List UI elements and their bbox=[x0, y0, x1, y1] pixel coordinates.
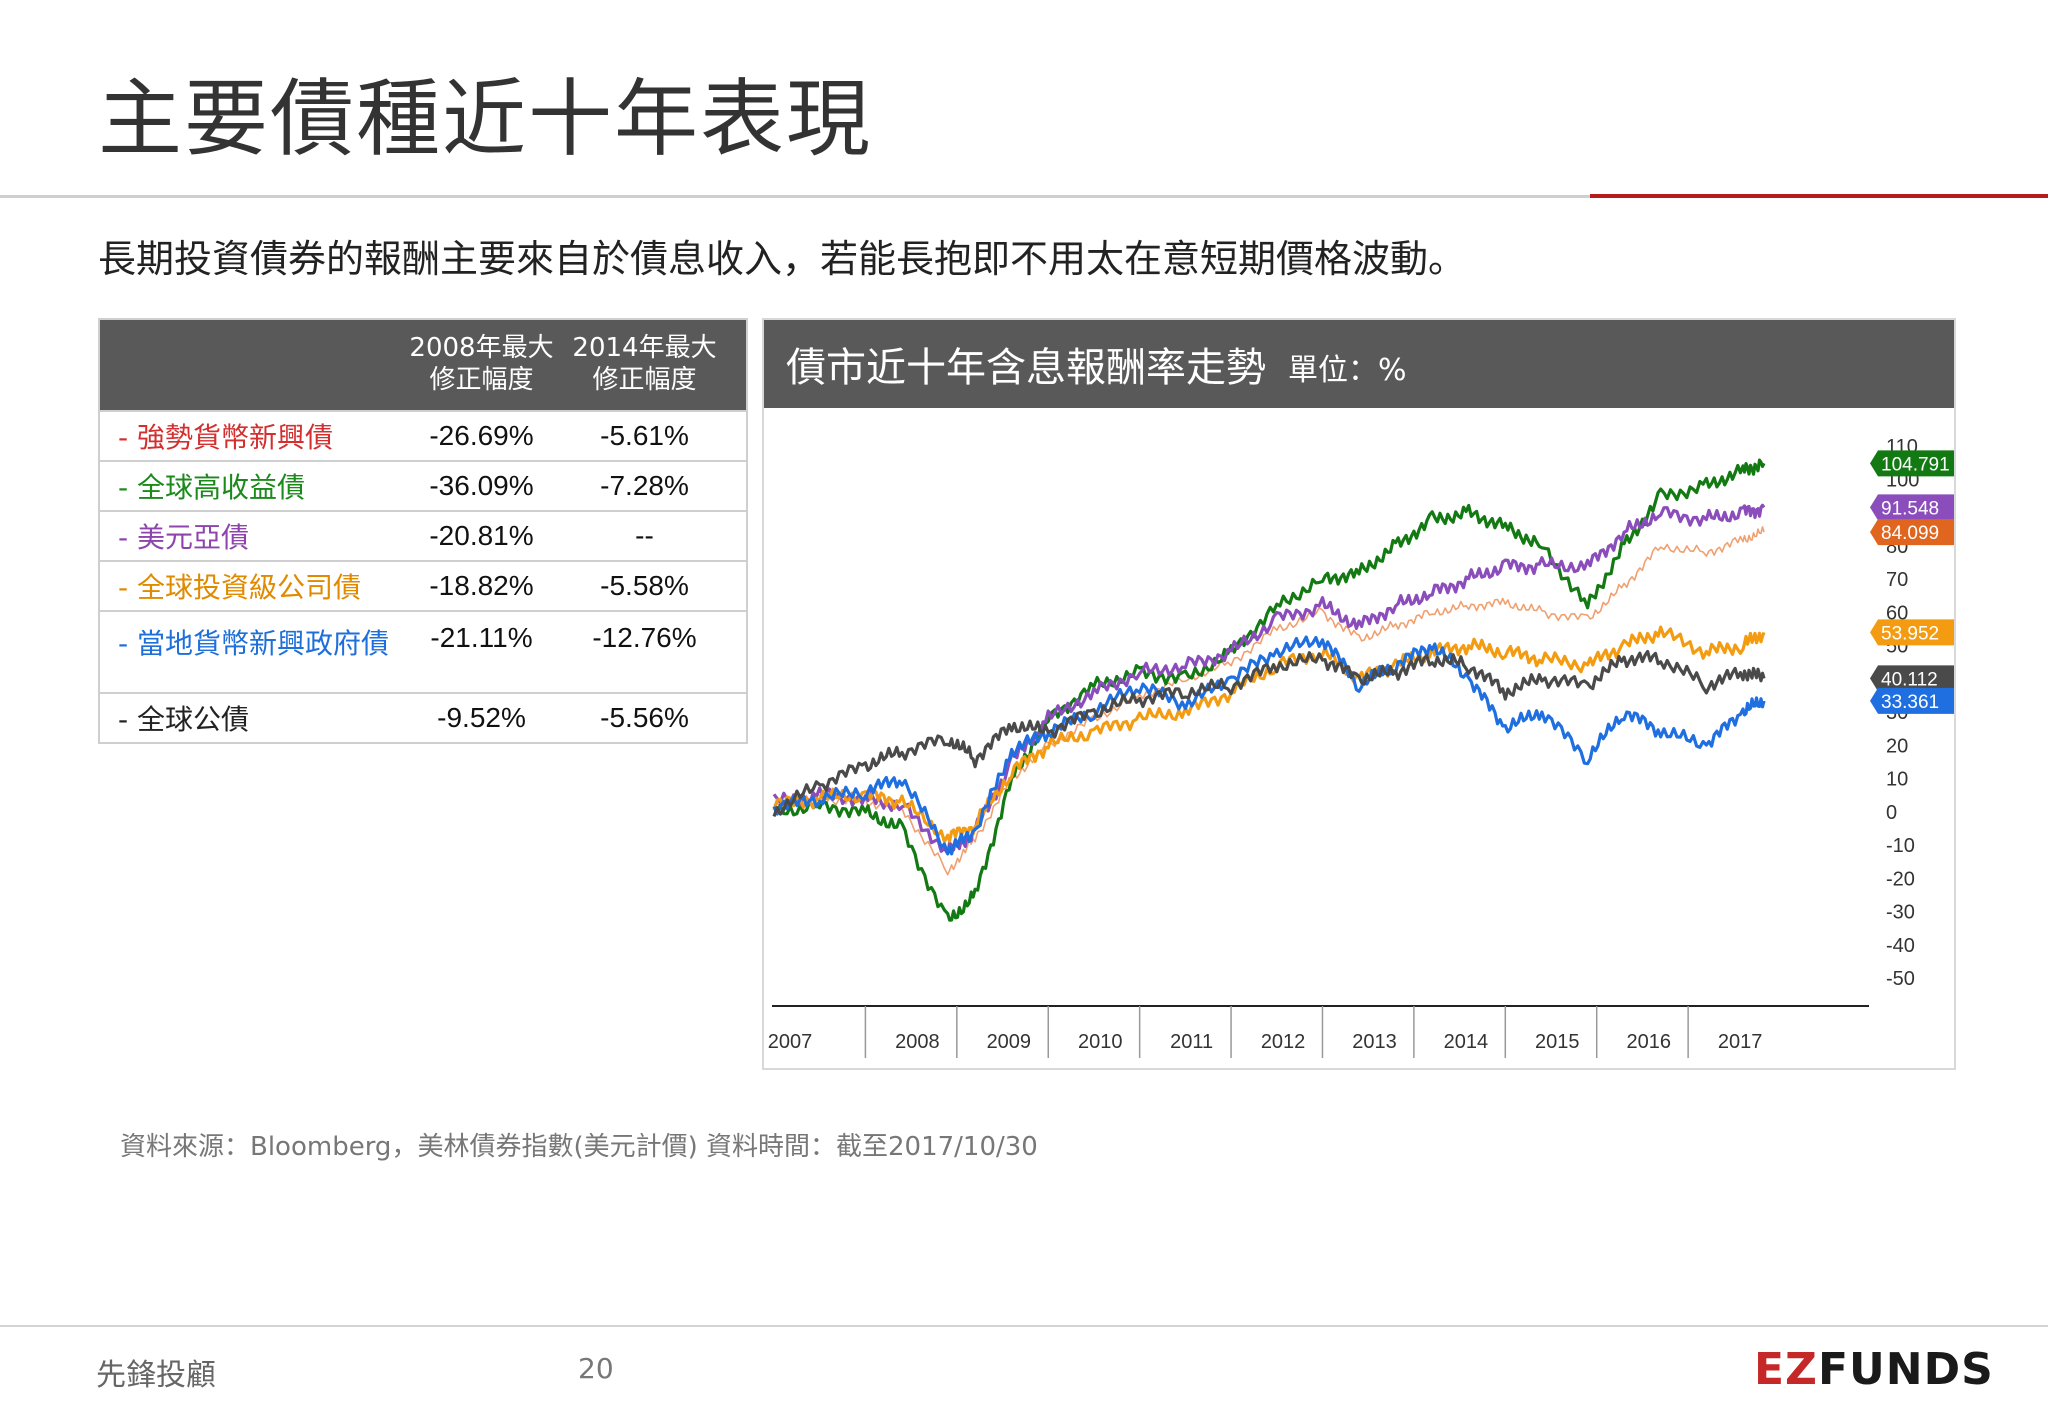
footer-divider bbox=[0, 1325, 2048, 1327]
x-tick-label: 2015 bbox=[1535, 1031, 1580, 1053]
value-2008: -20.81% bbox=[429, 520, 534, 551]
table-row: - 當地貨幣新興政府債 -21.11% -12.76% bbox=[100, 610, 746, 692]
title-divider bbox=[0, 195, 2048, 198]
value-2008: -21.11% bbox=[430, 622, 533, 653]
header-2014: 2014年最大 修正幅度 bbox=[572, 333, 717, 395]
y-tick-label: -40 bbox=[1886, 935, 1915, 957]
x-tick-label: 2017 bbox=[1718, 1031, 1763, 1053]
x-tick-label: 2010 bbox=[1078, 1031, 1123, 1053]
series-line bbox=[772, 649, 1766, 817]
table-row: - 全球投資級公司債 -18.82% -5.58% bbox=[100, 560, 746, 610]
x-tick-label: 2013 bbox=[1352, 1031, 1397, 1053]
company-name: 先鋒投顧 bbox=[96, 1358, 216, 1393]
end-value-tag bbox=[1870, 665, 1954, 692]
drawdown-table: 2008年最大 修正幅度 2014年最大 修正幅度 - 強勢貨幣新興債 -26.69%… bbox=[98, 318, 748, 744]
row-label: - 全球公債 bbox=[118, 703, 250, 736]
value-2014: -7.28% bbox=[600, 470, 689, 501]
chart-header: 債市近十年含息報酬率走勢 單位：% bbox=[764, 320, 1954, 408]
y-tick-label: 20 bbox=[1886, 735, 1908, 757]
x-tick-label: 2011 bbox=[1170, 1031, 1213, 1053]
value-2008: -9.52% bbox=[437, 702, 526, 733]
value-2014: -5.61% bbox=[600, 420, 689, 451]
end-value-label: 53.952 bbox=[1881, 623, 1939, 644]
row-label: - 美元亞債 bbox=[118, 521, 250, 554]
table-row: - 強勢貨幣新興債 -26.69% -5.61% bbox=[100, 410, 746, 460]
y-tick-label: 70 bbox=[1886, 569, 1908, 591]
table-header: 2008年最大 修正幅度 2014年最大 修正幅度 bbox=[100, 320, 746, 410]
value-2014: -5.56% bbox=[600, 702, 689, 733]
row-label: - 全球投資級公司債 bbox=[118, 571, 362, 604]
end-value-tag bbox=[1870, 450, 1954, 477]
table-row: - 全球公債 -9.52% -5.56% bbox=[100, 692, 746, 742]
title-accent-bar bbox=[1590, 194, 2048, 198]
chart-title: 債市近十年含息報酬率走勢 bbox=[786, 345, 1266, 391]
end-value-tag bbox=[1870, 494, 1954, 521]
y-tick-label: 60 bbox=[1886, 602, 1908, 624]
series-line bbox=[773, 526, 1765, 876]
x-tick-label: 2009 bbox=[987, 1031, 1032, 1053]
logo-funds: FUNDS bbox=[1817, 1344, 1994, 1395]
y-tick-label: -20 bbox=[1886, 868, 1915, 890]
series-line bbox=[773, 458, 1766, 922]
value-2008: -36.09% bbox=[429, 470, 534, 501]
page-subtitle: 長期投資債券的報酬主要來自於債息收入，若能長抱即不用太在意短期價格波動。 bbox=[98, 237, 1467, 281]
y-tick-label: -30 bbox=[1886, 902, 1915, 924]
end-value-label: 40.112 bbox=[1881, 669, 1938, 690]
value-2008: -18.82% bbox=[429, 570, 534, 601]
line-chart: 2007 2008 2009 2010 2011 2012 2013 2014 2015 2016… bbox=[768, 436, 1954, 1058]
x-tick-label: 2012 bbox=[1261, 1031, 1306, 1053]
source-note: 資料來源：Bloomberg，美林債券指數(美元計價) 資料時間：截至2017/… bbox=[120, 1132, 1038, 1162]
table-row: - 美元亞債 -20.81% -- bbox=[100, 510, 746, 560]
value-2008: -26.69% bbox=[429, 420, 534, 451]
end-value-tag bbox=[1870, 519, 1954, 546]
row-label: - 全球高收益債 bbox=[118, 471, 306, 504]
ezfunds-logo: EZFUNDS bbox=[1754, 1344, 1994, 1395]
x-tick-label: 2016 bbox=[1626, 1031, 1671, 1053]
value-2014: -- bbox=[635, 520, 654, 551]
y-tick-label: -50 bbox=[1886, 968, 1915, 990]
value-2014: -5.58% bbox=[600, 570, 689, 601]
table-row: - 全球高收益債 -36.09% -7.28% bbox=[100, 460, 746, 510]
x-tick-label: 2014 bbox=[1444, 1031, 1489, 1053]
table-body: - 強勢貨幣新興債 -26.69% -5.61% - 全球高收益債 -36.09% -7.… bbox=[100, 410, 746, 742]
x-tick-label: 2008 bbox=[895, 1031, 940, 1053]
end-value-label: 84.099 bbox=[1881, 523, 1939, 544]
series-line bbox=[772, 635, 1766, 856]
header-2008: 2008年最大 修正幅度 bbox=[409, 333, 554, 395]
page-number: 20 bbox=[578, 1352, 614, 1385]
end-value-tag bbox=[1870, 619, 1954, 646]
x-tick-label: 2007 bbox=[768, 1031, 813, 1053]
y-tick-label: 10 bbox=[1886, 769, 1908, 791]
table-header-blank bbox=[100, 320, 400, 410]
logo-ez: EZ bbox=[1754, 1344, 1818, 1395]
y-tick-label: -10 bbox=[1886, 835, 1915, 857]
end-value-label: 33.361 bbox=[1881, 692, 1939, 713]
end-value-label: 104.791 bbox=[1881, 454, 1950, 475]
end-value-label: 91.548 bbox=[1881, 498, 1939, 519]
row-label: - 當地貨幣新興政府債 bbox=[118, 627, 390, 660]
page-title: 主要債種近十年表現 bbox=[98, 70, 873, 168]
value-2014: -12.76% bbox=[592, 622, 697, 653]
chart-panel: 債市近十年含息報酬率走勢 單位：% 2007 2008 2009 2010 2011 20… bbox=[762, 318, 1956, 1070]
chart-unit: 單位：% bbox=[1288, 353, 1407, 388]
end-value-tag bbox=[1870, 687, 1954, 714]
row-label: - 強勢貨幣新興債 bbox=[118, 421, 334, 454]
y-tick-label: 0 bbox=[1886, 802, 1897, 824]
